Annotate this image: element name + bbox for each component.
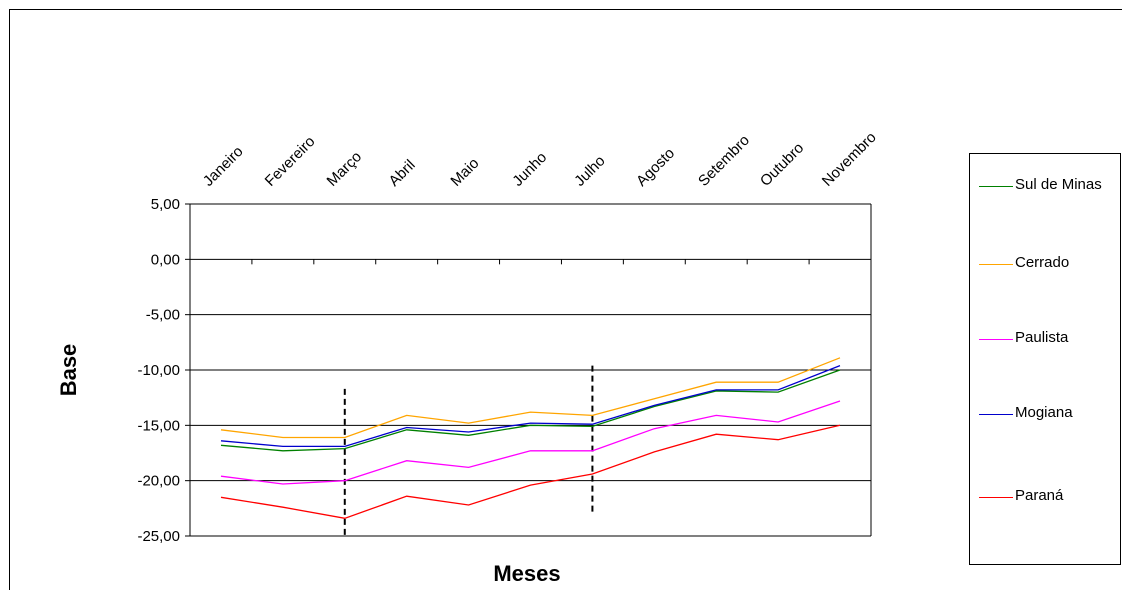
- series-line: [220, 357, 841, 439]
- legend-swatch: [979, 339, 1013, 340]
- legend-item: Mogiana: [970, 404, 1122, 444]
- legend-item: Paulista: [970, 329, 1122, 369]
- series-line: [220, 364, 841, 448]
- y-tick-label: 0,00: [151, 251, 180, 268]
- x-tick-label: Outubro: [757, 139, 807, 189]
- legend-item: Paraná: [970, 487, 1122, 527]
- legend-label: Cerrado: [1015, 254, 1070, 271]
- x-tick-label: Julho: [571, 152, 608, 189]
- y-tick-label: 5,00: [151, 196, 180, 213]
- series-line: [220, 369, 841, 452]
- legend-label: Paulista: [1015, 329, 1069, 346]
- reference-lines: [343, 365, 594, 536]
- legend-swatch: [979, 497, 1013, 498]
- chart-frame: [9, 9, 1122, 590]
- legend-item: Cerrado: [970, 254, 1122, 294]
- x-tick-label: Janeiro: [200, 143, 247, 190]
- x-tick-label: Novembro: [819, 129, 880, 190]
- legend-swatch: [979, 186, 1013, 187]
- x-tick-label: Abril: [386, 157, 419, 190]
- y-tick-label: -5,00: [146, 307, 180, 324]
- y-tick-labels: 5,00 0,00 -5,00 -10,00 -15,00 -20,00 -25,00: [137, 196, 180, 545]
- y-tick-label: -10,00: [137, 362, 180, 379]
- legend-swatch: [979, 414, 1013, 415]
- x-tick-label: Maio: [447, 155, 482, 190]
- legend-label: Mogiana: [1015, 404, 1073, 421]
- series-lines: [220, 357, 841, 519]
- x-tick-label: Junho: [509, 149, 550, 190]
- x-axis-title: Meses: [493, 561, 560, 586]
- gridlines: [190, 203, 871, 537]
- x-tick-label: Fevereiro: [262, 133, 319, 190]
- y-tick-label: -20,00: [137, 473, 180, 490]
- axes: [185, 203, 872, 537]
- x-tick-label: Agosto: [633, 145, 678, 190]
- legend-item: Sul de Minas: [970, 176, 1122, 216]
- series-line: [220, 424, 841, 519]
- legend-label: Paraná: [1015, 487, 1064, 504]
- series-line: [220, 400, 841, 485]
- legend: Sul de Minas Cerrado Paulista Mogiana Paraná: [969, 153, 1121, 565]
- x-tick-label: Setembro: [695, 132, 753, 190]
- x-tick-label: Março: [324, 148, 365, 189]
- y-tick-label: -25,00: [137, 528, 180, 545]
- y-tick-label: -15,00: [137, 417, 180, 434]
- y-axis-title: Base: [56, 344, 81, 397]
- legend-label: Sul de Minas: [1015, 176, 1102, 193]
- legend-swatch: [979, 264, 1013, 265]
- x-tick-labels: Janeiro Fevereiro Março Abril Maio Junho Julho…: [200, 129, 880, 190]
